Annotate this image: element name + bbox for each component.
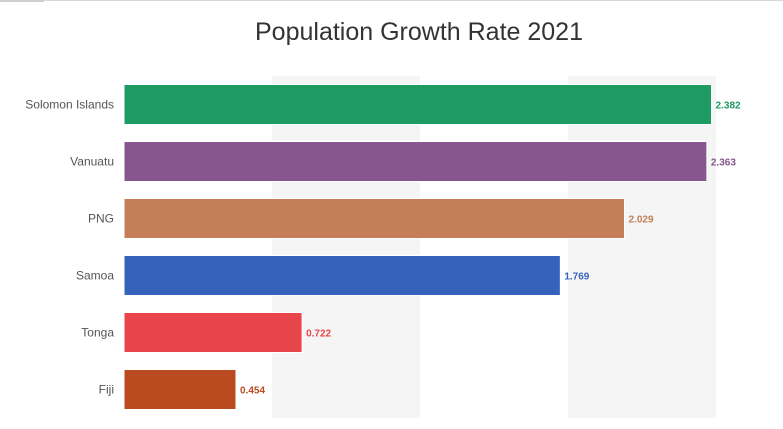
value-label: 1.769 — [564, 272, 589, 283]
category-label: PNG — [88, 212, 114, 226]
top-rule-tab — [0, 0, 44, 2]
bar-vanuatu[interactable] — [123, 141, 708, 182]
grid-band — [272, 76, 420, 418]
category-label: Fiji — [99, 383, 114, 397]
category-label: Samoa — [76, 269, 114, 283]
category-label: Tonga — [81, 326, 114, 340]
bars — [123, 84, 713, 410]
chart-title: Population Growth Rate 2021 — [255, 18, 583, 46]
grid-bands — [272, 76, 716, 418]
labels: Solomon Islands 2.382 Vanuatu 2.363 PNG 2.029… — [25, 98, 741, 397]
bar-tonga[interactable] — [123, 312, 303, 353]
bar-fiji[interactable] — [123, 369, 237, 410]
top-rule — [0, 0, 783, 1]
bar-samoa[interactable] — [123, 255, 561, 296]
value-label: 2.029 — [628, 215, 653, 226]
value-label: 2.363 — [711, 158, 736, 169]
bar-solomon-islands[interactable] — [123, 84, 713, 125]
value-label: 2.382 — [716, 101, 741, 112]
bar-png[interactable] — [123, 198, 625, 239]
category-label: Solomon Islands — [25, 98, 114, 112]
grid-band — [568, 76, 716, 418]
value-label: 0.454 — [240, 386, 265, 397]
value-label: 0.722 — [306, 329, 331, 340]
category-label: Vanuatu — [70, 155, 114, 169]
